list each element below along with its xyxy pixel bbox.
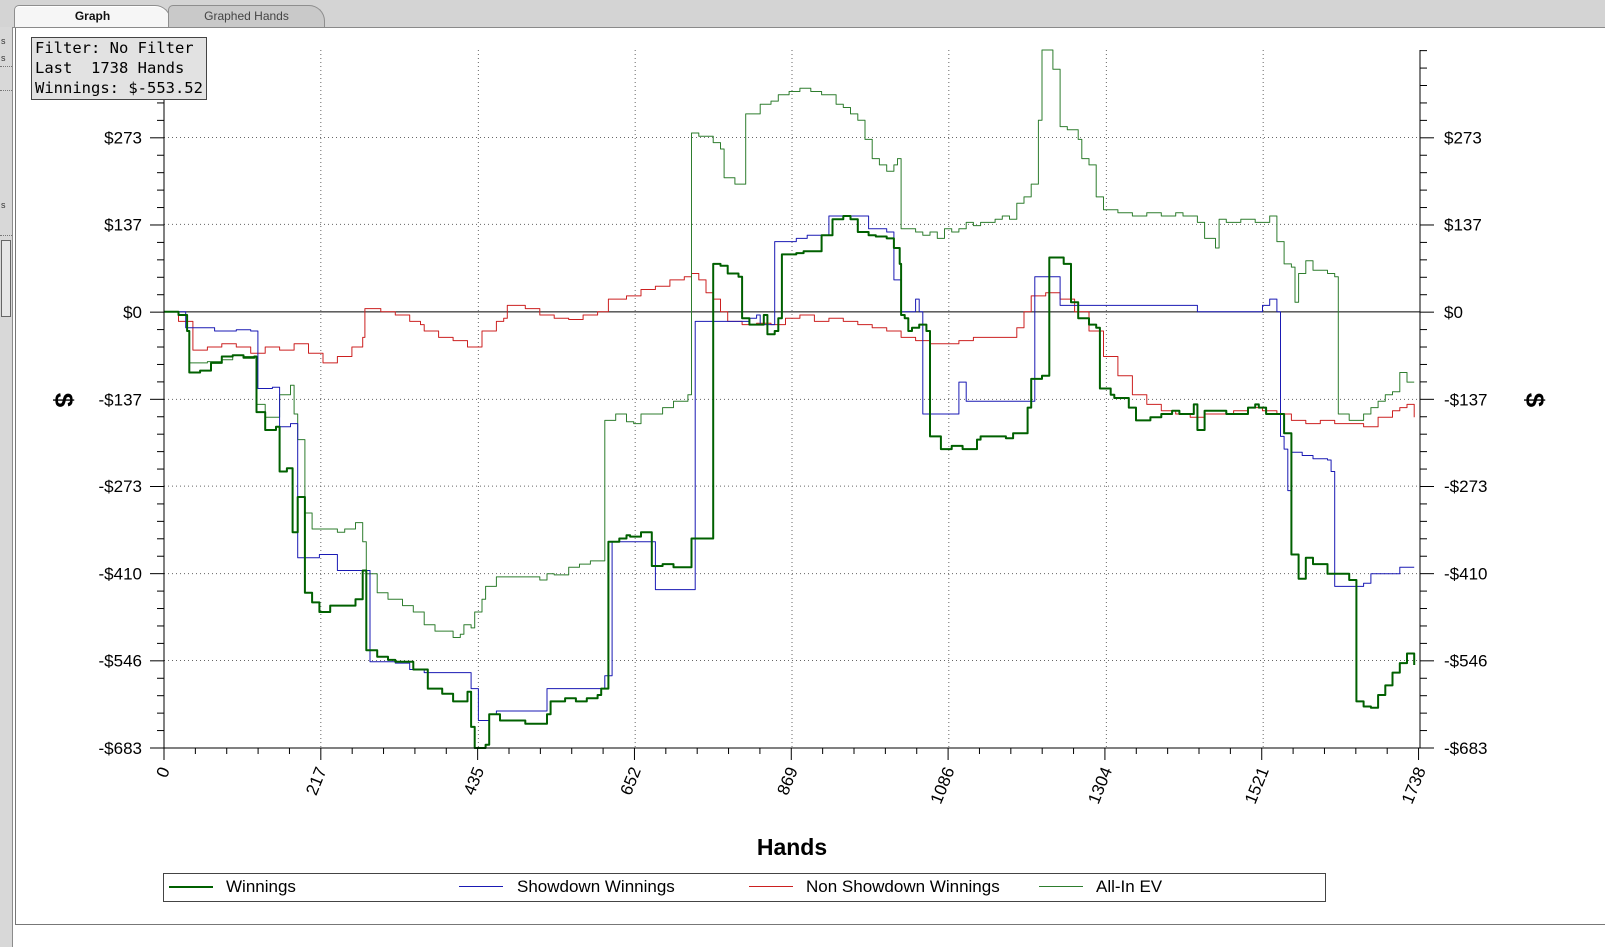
- x-tick-label: 1521: [1241, 764, 1273, 806]
- y-axis-label-right: $: [1520, 393, 1550, 408]
- chart-panel: [15, 28, 1605, 925]
- x-tick-label: 217: [302, 764, 330, 797]
- x-tick-label: 1738: [1398, 764, 1430, 806]
- y-tick-label-right: $0: [1444, 303, 1463, 322]
- chart-series: [164, 49, 1416, 749]
- y-tick-label-left: $273: [104, 128, 142, 147]
- y-tick-label-left: -$273: [99, 477, 142, 496]
- left-pane-scroll-handle[interactable]: [1, 240, 11, 317]
- filter-text: Filter: No Filter: [35, 39, 194, 57]
- chart-tick-labels: $273 $273 $137 $137 $0 $0 -$137 -$137 -$273 -$273…: [99, 128, 1488, 806]
- left-pane-divider: [0, 90, 12, 91]
- y-tick-label-left: -$683: [99, 739, 142, 758]
- y-tick-label-left: $137: [104, 215, 142, 234]
- series-line-winnings: [164, 215, 1416, 749]
- series-line-all-in-ev: [164, 49, 1415, 638]
- tab-graphed-hands[interactable]: Graphed Hands: [168, 5, 325, 27]
- y-tick-label-right: -$683: [1444, 739, 1487, 758]
- left-pane-divider: [0, 66, 12, 67]
- info-box: Filter: No Filter Last 1738 Hands Winnin…: [31, 37, 207, 100]
- left-side-pane: s s s: [0, 27, 13, 947]
- left-pane-fragment: s: [1, 200, 6, 210]
- chart-legend: Winnings Showdown Winnings Non Showdown …: [163, 873, 1326, 902]
- x-tick-label: 1304: [1084, 764, 1116, 806]
- legend-swatch: [749, 886, 793, 887]
- legend-label: Non Showdown Winnings: [806, 877, 1000, 896]
- legend-swatch: [169, 886, 213, 888]
- y-tick-label-left: $0: [123, 303, 142, 322]
- x-axis-label: Hands: [757, 834, 827, 860]
- chart-tick-marks: [150, 50, 1434, 760]
- tab-strip: Graph Graphed Hands: [0, 0, 1605, 28]
- series-line-showdown-winnings: [164, 215, 1415, 721]
- left-pane-fragment: s: [1, 36, 6, 46]
- y-tick-label-left: -$546: [99, 652, 142, 671]
- chart-grid: [163, 50, 1421, 749]
- legend-swatch: [459, 886, 503, 887]
- y-tick-label-right: -$137: [1444, 390, 1487, 409]
- x-tick-label: 1086: [927, 764, 959, 806]
- winnings-total-text: Winnings: $-553.52: [35, 79, 203, 97]
- y-axis-label-left: $: [49, 393, 79, 408]
- y-tick-label-right: -$546: [1444, 652, 1487, 671]
- legend-label: Winnings: [226, 877, 296, 896]
- x-tick-label: 435: [460, 764, 488, 797]
- y-tick-label-right: -$273: [1444, 477, 1487, 496]
- y-tick-label-left: -$410: [99, 565, 142, 584]
- legend-label: All-In EV: [1096, 877, 1163, 896]
- left-pane-divider: [0, 235, 12, 236]
- legend-swatch: [1039, 886, 1083, 887]
- y-tick-label-right: $137: [1444, 215, 1482, 234]
- y-tick-label-left: -$137: [99, 390, 142, 409]
- x-tick-label: 652: [617, 764, 645, 797]
- legend-label: Showdown Winnings: [517, 877, 675, 896]
- series-line-non-showdown-winnings: [164, 273, 1415, 428]
- x-tick-label: 869: [773, 764, 801, 797]
- y-tick-label-right: $273: [1444, 128, 1482, 147]
- x-tick-label: 0: [153, 764, 174, 780]
- y-tick-label-right: -$410: [1444, 565, 1487, 584]
- hands-count-text: Last 1738 Hands: [35, 59, 185, 77]
- left-pane-fragment: s: [1, 53, 6, 63]
